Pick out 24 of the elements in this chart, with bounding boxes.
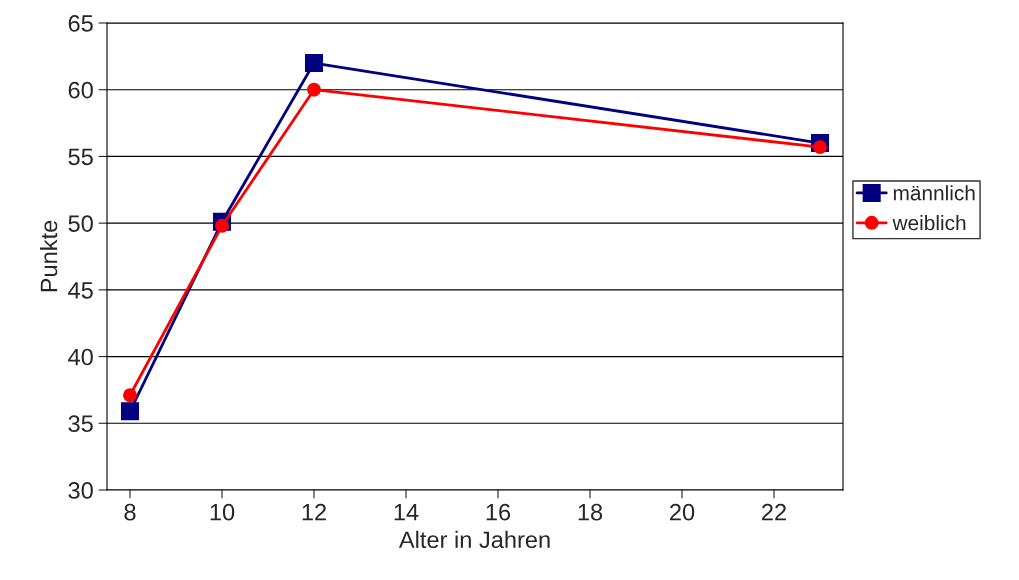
point [307, 82, 321, 97]
y-tick-label: 65 [68, 15, 93, 32]
point [120, 402, 140, 421]
y-tick-label: 55 [68, 148, 93, 166]
x-axis-title: Alter in Jahren [398, 530, 550, 549]
x-tick-label: 10 [210, 503, 235, 521]
y-tick-label: 45 [68, 282, 93, 299]
y-tick-label: 35 [68, 415, 93, 433]
y-tick-label: 50 [68, 215, 93, 232]
legend-label: weiblich [892, 215, 966, 231]
y-tick-label: 30 [68, 482, 93, 499]
y-tick-label: 60 [68, 81, 93, 99]
legend-label: männlich [893, 185, 975, 201]
point [304, 54, 324, 73]
y-tick-label: 40 [68, 348, 93, 366]
x-tick-label: 14 [394, 504, 419, 521]
x-tick-label: 22 [762, 503, 786, 521]
x-tick-label: 16 [486, 503, 511, 521]
x-tick-label: 20 [670, 503, 695, 521]
x-tick-label: 12 [302, 503, 326, 521]
x-tick-label: 18 [578, 503, 603, 521]
x-tick-label: 8 [124, 503, 136, 521]
point [123, 388, 137, 403]
y-axis-title: Punkte [39, 220, 58, 292]
